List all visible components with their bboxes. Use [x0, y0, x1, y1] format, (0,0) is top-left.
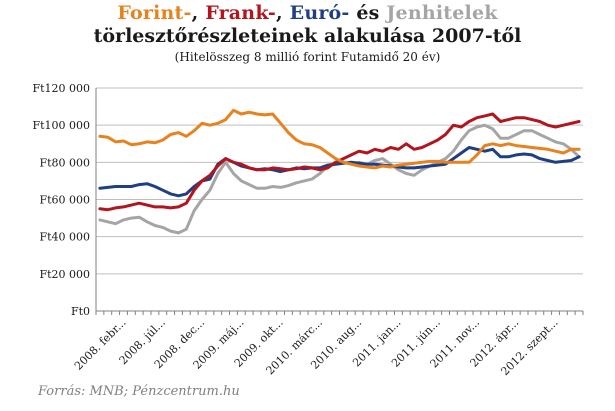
chart-title: Forint-, Frank-, Euró- és Jenhitelek — [0, 2, 615, 24]
y-tick-label: Ft100 000 — [32, 119, 90, 132]
series-line-jen — [98, 123, 581, 235]
source-note: Forrás: MNB; Pénzcentrum.hu — [38, 384, 240, 399]
y-tick-label: Ft40 000 — [39, 231, 90, 244]
chart-subtitle: törlesztőrészleteinek alakulása 2007-től — [93, 25, 522, 47]
series-line-euró — [98, 146, 581, 198]
y-tick-label: Ft60 000 — [39, 194, 90, 207]
y-tick-label: Ft80 000 — [39, 156, 90, 169]
chart-note: (Hitelösszeg 8 millió forint Futamidő 20… — [174, 50, 441, 64]
title-part: Frank- — [205, 2, 277, 24]
title-part: Jenhitelek — [386, 2, 498, 24]
title-part: Forint- — [117, 2, 192, 24]
series-line-forint — [98, 108, 581, 170]
y-tick-label: Ft20 000 — [39, 268, 90, 281]
y-tick-label: Ft0 — [71, 305, 90, 318]
title-part: , — [276, 2, 290, 24]
x-tick-label: 2008. febr... — [72, 316, 129, 373]
title-part: és — [349, 2, 387, 24]
title-part: Euró- — [289, 2, 350, 24]
y-tick-label: Ft120 000 — [32, 82, 90, 95]
title-part: , — [191, 2, 206, 24]
